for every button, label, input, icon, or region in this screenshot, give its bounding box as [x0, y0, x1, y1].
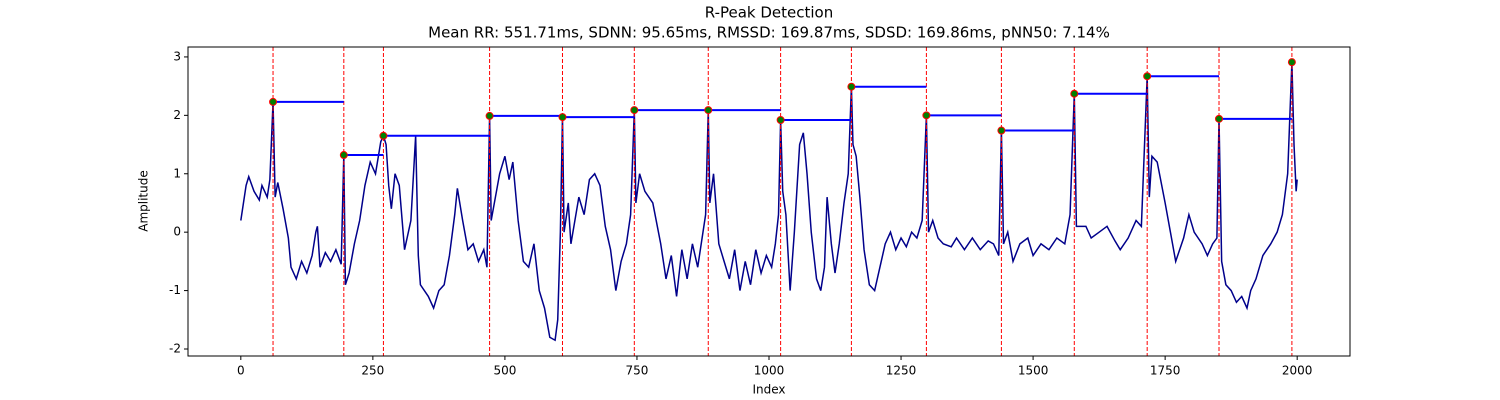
peak-marker — [776, 116, 785, 125]
x-tick-label: 500 — [493, 364, 516, 378]
x-tick-label: 0 — [237, 364, 245, 378]
y-tick-label: 0 — [173, 225, 181, 239]
peak-marker — [1070, 89, 1079, 98]
y-tick-label: -1 — [169, 283, 181, 297]
peak-marker — [339, 151, 348, 160]
peak-marker — [269, 97, 278, 106]
x-axis-label: Index — [752, 383, 785, 397]
y-tick-label: 1 — [173, 166, 181, 180]
chart-title: R-Peak Detection — [705, 4, 833, 22]
peak-marker — [1143, 72, 1152, 81]
y-tick-label: -2 — [169, 341, 181, 355]
x-tick-label: 750 — [626, 364, 649, 378]
peak-marker — [558, 113, 567, 122]
x-tick-label: 1750 — [1150, 364, 1181, 378]
peak-marker — [847, 82, 856, 91]
x-tick-label: 2000 — [1282, 364, 1313, 378]
peak-marker — [997, 126, 1006, 135]
chart-subtitle: Mean RR: 551.71ms, SDNN: 95.65ms, RMSSD:… — [428, 24, 1110, 42]
plot-frame — [187, 46, 1351, 357]
peak-marker — [485, 111, 494, 120]
x-tick-label: 1000 — [754, 364, 785, 378]
x-tick-label: 250 — [361, 364, 384, 378]
peak-marker — [704, 106, 713, 115]
signal-line — [240, 62, 1298, 342]
x-tick-label: 1250 — [886, 364, 917, 378]
x-tick-label: 1500 — [1018, 364, 1049, 378]
peak-marker — [1215, 114, 1224, 123]
y-tick-label: 2 — [173, 108, 181, 122]
peak-marker — [630, 106, 639, 115]
peak-marker — [922, 111, 931, 120]
peak-marker — [1287, 58, 1296, 67]
peak-marker — [379, 131, 388, 140]
y-axis-label: Amplitude — [137, 170, 151, 232]
y-tick-label: 3 — [173, 49, 181, 63]
